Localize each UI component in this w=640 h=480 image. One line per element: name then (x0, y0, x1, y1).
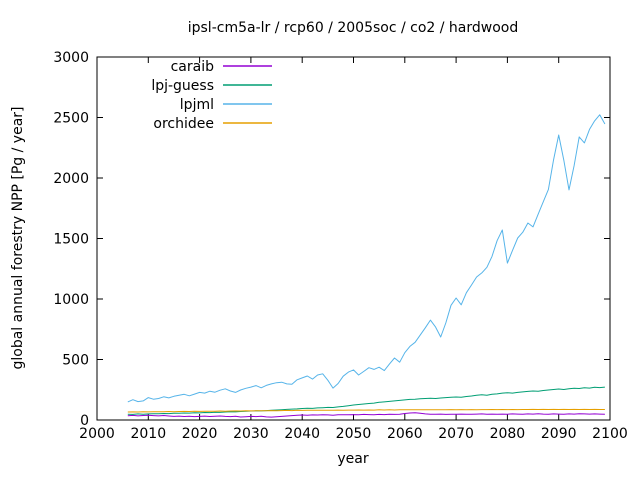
x-tick-label: 2050 (336, 426, 372, 442)
x-tick-label: 2090 (541, 426, 577, 442)
y-tick-label: 500 (62, 353, 89, 369)
y-tick-label: 3000 (53, 50, 89, 66)
data-series (127, 114, 606, 418)
x-tick-label: 2070 (438, 426, 474, 442)
axis-ticks (96, 56, 611, 421)
x-axis-label: year (337, 451, 368, 467)
legend-label-orchidee: orchidee (153, 116, 214, 132)
axis-tick-labels: 2000 2010 2020 2030 2040 2050 2060 2070 2080 2090… (53, 50, 627, 442)
plot-frame (96, 56, 611, 421)
legend-label-lpjml: lpjml (180, 97, 214, 113)
y-tick-label: 2000 (53, 171, 89, 187)
x-tick-label: 2020 (182, 426, 218, 442)
y-axis-label: global annual forestry NPP [Pg / year] (10, 106, 26, 369)
x-tick-label: 2040 (284, 426, 320, 442)
chart-title: ipsl-cm5a-lr / rcp60 / 2005soc / co2 / h… (188, 20, 519, 36)
legend-label-lpj-guess: lpj-guess (151, 78, 214, 94)
x-tick-label: 2030 (233, 426, 269, 442)
y-tick-label: 1000 (53, 292, 89, 308)
series-line-lpjml (127, 114, 606, 403)
x-tick-label: 2060 (387, 426, 423, 442)
plot-border (96, 56, 611, 421)
series-line-orchidee (127, 408, 605, 413)
x-tick-label: 2100 (592, 426, 628, 442)
legend-label-caraib: caraib (171, 59, 215, 75)
y-tick-label: 0 (80, 413, 89, 429)
legend: caraib lpj-guess lpjml orchidee (151, 59, 272, 132)
y-tick-label: 2500 (53, 111, 89, 127)
series-line-lpj-guess (127, 386, 605, 415)
x-tick-label: 2080 (490, 426, 526, 442)
series-line-caraib (127, 412, 605, 418)
x-tick-label: 2010 (130, 426, 166, 442)
x-tick-label: 2000 (79, 426, 115, 442)
y-tick-label: 1500 (53, 232, 89, 248)
